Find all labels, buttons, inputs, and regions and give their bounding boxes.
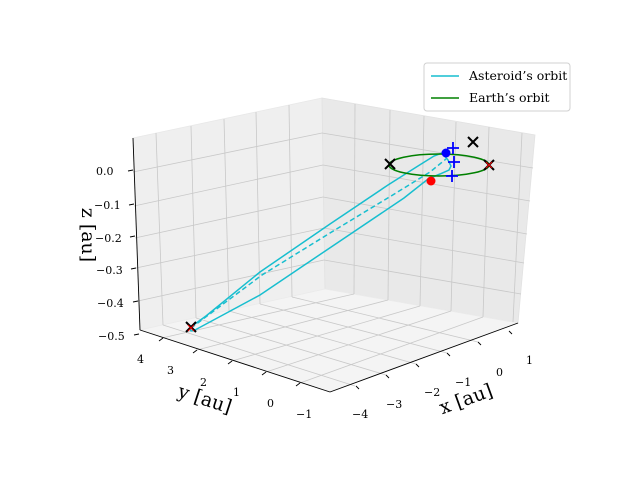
red-x-marker-2 — [485, 161, 493, 169]
z-axis-label: z [au] — [77, 208, 99, 262]
legend-box — [423, 62, 571, 112]
series-asteroid-orbit-back — [190, 158, 447, 329]
red-x-markers — [187, 161, 493, 332]
z-tick-label-0: 0.0 — [96, 165, 114, 178]
z-tick-label-3: −0.3 — [96, 264, 123, 277]
z-ticks — [127, 169, 140, 336]
z-tick-label-5: −0.5 — [98, 330, 125, 343]
z-tick-label-4: −0.4 — [97, 297, 124, 310]
x-tick-label-1: 1 — [526, 354, 533, 367]
x-axis-line — [329, 322, 519, 393]
black-x-marker-3 — [467, 136, 479, 148]
blue-plus-marker-3 — [446, 170, 458, 182]
y-tick-label-1: 1 — [233, 386, 240, 399]
y-tick-label-4: 4 — [137, 353, 144, 366]
x-tick-label-m3: −3 — [386, 398, 402, 411]
legend-label-earth: Earth’s orbit — [469, 90, 550, 105]
x-tick-label-m1: −1 — [455, 376, 471, 389]
x-tick-label-m4: −4 — [352, 408, 368, 421]
black-x-marker-2 — [384, 158, 396, 170]
blue-plus-marker-2 — [448, 156, 460, 168]
earth-body-marker — [426, 176, 436, 186]
y-tick-label-3: 3 — [167, 364, 174, 377]
x-tick-label-m2: −2 — [424, 386, 440, 399]
red-x-marker-1 — [187, 324, 195, 332]
blue-plus-marker-1 — [447, 142, 459, 154]
asteroid-body-marker — [441, 148, 451, 158]
black-x-marker-1 — [185, 321, 197, 333]
z-axis-line — [132, 137, 141, 331]
z-tick-label-1: −0.1 — [94, 199, 121, 212]
z-tick-label-2: −0.2 — [95, 232, 122, 245]
grid-lines — [132, 103, 534, 387]
y-axis-line — [139, 329, 331, 393]
x-ticks — [355, 330, 513, 390]
blue-plus-markers — [446, 142, 460, 182]
y-ticks — [158, 337, 301, 387]
y-tick-label-0: 0 — [267, 397, 274, 410]
y-tick-label-m1: −1 — [296, 408, 312, 421]
legend-label-asteroid: Asteroid’s orbit — [468, 68, 567, 83]
x-tick-label-0: 0 — [496, 366, 503, 379]
y-tick-label-2: 2 — [200, 376, 207, 389]
legend: Asteroid’s orbit Earth’s orbit — [423, 62, 571, 112]
